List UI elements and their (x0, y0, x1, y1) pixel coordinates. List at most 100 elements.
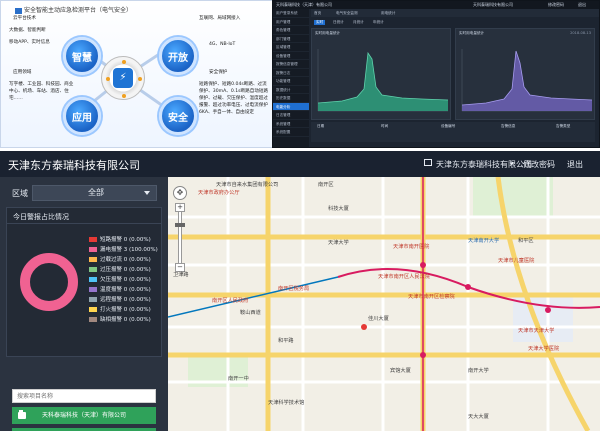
zoom-out-button[interactable]: − (175, 263, 185, 272)
legend-swatch (89, 247, 97, 252)
map-poi-label[interactable]: 天津南开大学 (468, 238, 500, 244)
pan-control-icon[interactable]: ✥ (173, 186, 187, 200)
map-poi-label[interactable]: 南开区人民政府 (212, 298, 249, 304)
legend-item: 远程报警 0 (0.00%) (89, 296, 151, 304)
bubble-safety: 安全 (159, 97, 197, 135)
map-poi-label[interactable]: 南开大学 (468, 368, 489, 374)
internet-heading: 互联网、局域网接入 (199, 16, 241, 21)
dashboard-sidebar-item[interactable]: 部门管理 (273, 35, 309, 43)
dashboard-sidebar-item[interactable]: 报警信息管理 (273, 60, 309, 69)
company-button-2[interactable] (12, 428, 156, 431)
zoom-slider[interactable] (178, 204, 182, 269)
map-poi-label[interactable]: 南开区 (318, 182, 334, 188)
alarm-ratio-title: 今日警报占比情况 (13, 213, 69, 221)
crumb-monitor[interactable]: 电气安全监测 (336, 10, 358, 15)
legend-label: 漏电报警 3 (100.00%) (100, 247, 158, 253)
map-poi-label[interactable]: 和平区 (518, 238, 534, 244)
bubble-application: 应用 (63, 97, 101, 135)
tab-realtime[interactable]: 实时 (314, 19, 326, 25)
caret-down-icon (144, 191, 150, 195)
dashboard-sidebar-item[interactable]: 设备管理 (273, 52, 309, 60)
dashboard-sidebar-item[interactable]: 电能分析 (273, 102, 309, 111)
legend-label: 温度报警 0 (0.00%) (100, 287, 151, 293)
change-password-link[interactable]: 修改密码 (523, 160, 555, 169)
platform-title: 安全智能主动应急检测平台（电气安全） (15, 5, 132, 14)
chart-left-svg (317, 49, 449, 112)
map-poi-label[interactable]: 天津市自来水集团有限公司 (216, 182, 279, 188)
chart-date: 2018-08-13 (570, 31, 591, 35)
map-canvas (168, 177, 600, 431)
project-search-input[interactable] (12, 389, 156, 403)
dashboard-sidebar-item[interactable]: 用户管理 (273, 18, 309, 26)
map-poi-label[interactable]: 天津市儿童医院 (498, 258, 535, 264)
dashboard-sidebar-item[interactable]: 历史数据 (273, 94, 309, 103)
map-poi-label[interactable]: 天津市天津大学 (518, 328, 555, 334)
map-poi-label[interactable]: 天津市南开区人民法院 (378, 274, 430, 280)
dashboard-sidebar-item[interactable]: 区域管理 (273, 43, 309, 52)
legend-swatch (89, 287, 97, 292)
dashboard-sidebar-item[interactable]: 报警日志 (273, 69, 309, 77)
dashboard-sidebar-item[interactable]: 数据统计 (273, 86, 309, 94)
dashboard-sidebar-item[interactable]: 功能管理 (273, 77, 309, 86)
dashboard-sidebar-item[interactable]: 用户登录系统 (273, 9, 309, 18)
cloud-line-1: 大数据、智能判断 (9, 28, 46, 33)
crumb-home[interactable]: 首页 (314, 10, 322, 15)
map-poi-label[interactable]: 天津科学技术馆 (268, 400, 305, 406)
company-selector[interactable]: 天津东方泰瑞科技有限公司 (436, 160, 532, 169)
crumb-stats[interactable]: 用电统计 (381, 10, 396, 15)
map-poi-label[interactable]: 科技大厦 (328, 206, 349, 212)
cloud-line-2: 移动APP、实时信息 (9, 40, 50, 45)
map-poi-label[interactable]: 宾馆大厦 (390, 368, 411, 374)
chart-right-svg (461, 49, 593, 112)
area-label: 区域 (12, 189, 28, 198)
tab-daily[interactable]: 日统计 (333, 19, 344, 24)
map-poi-label[interactable]: 南开一中 (228, 376, 249, 382)
chevron-down-icon[interactable]: ▾ (510, 160, 514, 168)
tab-monthly[interactable]: 月统计 (353, 19, 364, 24)
dashboard-sidebar-item[interactable]: 系统配置 (273, 128, 309, 137)
company-button-1[interactable]: 天科泰瑞科技（天津）有限公司 (12, 407, 156, 424)
map-poi-label[interactable]: 天津市政府办公厅 (198, 190, 240, 196)
dashboard-sidebar-item[interactable]: 系统管理 (273, 120, 309, 128)
legend-label: 过载过流 0 (0.00%) (100, 257, 151, 263)
map-poi-label[interactable]: 南开区税务局 (278, 286, 310, 292)
map-poi-label[interactable]: 天津市南开医院 (393, 244, 430, 250)
map-poi-label[interactable]: 天津大学 (328, 240, 349, 246)
map-poi-label[interactable]: 天津大学医院 (528, 346, 560, 352)
area-select[interactable]: 全部 (32, 185, 157, 201)
logo-icon (15, 7, 22, 14)
chart-right-title: 实时用电量统计 (459, 31, 485, 35)
zoom-in-button[interactable]: + (175, 203, 185, 212)
legend-item: 打火报警 0 (0.00%) (89, 306, 151, 314)
dashboard-sidebar-item[interactable]: 角色管理 (273, 26, 309, 35)
internet-line: 4G、NB-IoT (209, 42, 236, 47)
map-poi-label[interactable]: 鞍山西道 (240, 310, 261, 316)
map-view[interactable]: ✥ + − 天津市自来水集团有限公司天津市政府办公厅 南开区天津市南开医院天津市南… (168, 177, 600, 431)
platform-concept-image: 安全智能主动应急检测平台（电气安全） 云平台技术 大数据、智能判断 移动APP、… (0, 0, 278, 148)
legend-swatch (89, 277, 97, 282)
bubble-open: 开放 (159, 37, 197, 75)
legend-item: 漏电报警 3 (100.00%) (89, 246, 158, 254)
building-icon (18, 410, 26, 419)
tab-yearly[interactable]: 年统计 (373, 19, 384, 24)
legend-item: 欠压报警 0 (0.00%) (89, 276, 151, 284)
application-text: 写字楼、工业园、科技园、商业中心、机场、车站、酒店、住宅…… (9, 82, 74, 101)
logout-link[interactable]: 退出 (567, 160, 583, 169)
map-poi-label[interactable]: 佳川大厦 (368, 316, 389, 322)
top-bar-logout[interactable]: 退出 (578, 2, 586, 7)
dashboard-sidebar-item[interactable]: 日志管理 (273, 111, 309, 120)
legend-swatch (89, 297, 97, 302)
legend-label: 欠压报警 0 (0.00%) (100, 277, 151, 283)
map-poi-label[interactable]: 卫津路 (173, 272, 189, 278)
zoom-knob[interactable] (175, 223, 185, 227)
legend-label: 短路报警 0 (0.00%) (100, 237, 151, 243)
legend-label: 远程报警 0 (0.00%) (100, 297, 151, 303)
map-poi-label[interactable]: 和平路 (278, 338, 294, 344)
map-poi-label[interactable]: 天大大厦 (468, 414, 489, 420)
alarm-ratio-card: 今日警报占比情况 短路报警 0 (0.00%) 漏电报警 3 (100.00%) 过… (6, 207, 162, 357)
legend-item: 短路报警 0 (0.00%) (89, 236, 151, 244)
legend-swatch (89, 307, 97, 312)
map-poi-label[interactable]: 天津市南开区检察院 (408, 294, 455, 300)
top-bar-company[interactable]: 天科泰瑞科技有限公司 (473, 2, 513, 7)
top-bar-change-password[interactable]: 修改密码 (548, 2, 564, 7)
